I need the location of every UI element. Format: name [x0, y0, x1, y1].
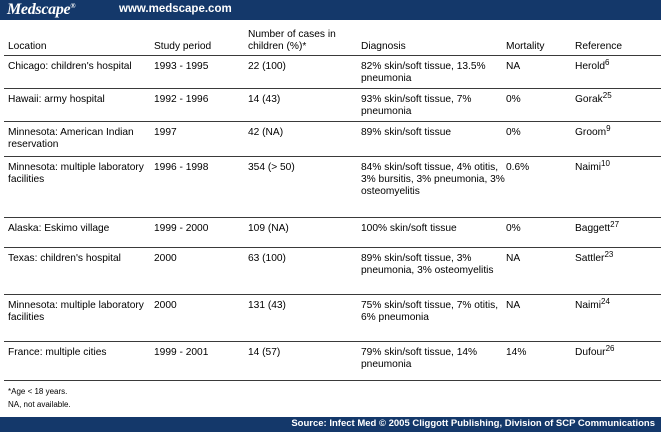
cell-study-period: 1999 - 2001	[154, 341, 248, 381]
reference-author: Dufour	[575, 347, 606, 358]
cell-cases: 131 (43)	[248, 294, 361, 342]
source-credit: Source: Infect Med © 2005 Cliggott Publi…	[291, 418, 655, 429]
logo-text: Medscape	[7, 1, 71, 18]
col-header-cases: Number of cases in children (%)*	[248, 24, 361, 56]
col-header-location: Location	[4, 24, 154, 56]
cell-mortality: 14%	[506, 341, 575, 381]
reference-number[interactable]: 23	[604, 250, 614, 259]
footnotes: *Age < 18 years. NA, not available.	[8, 385, 71, 411]
site-url-link[interactable]: www.medscape.com	[119, 3, 232, 15]
reference-number[interactable]: 24	[601, 297, 610, 306]
cell-cases: 22 (100)	[248, 55, 361, 89]
cell-location: Alaska: Eskimo village	[4, 217, 154, 248]
cell-cases: 42 (NA)	[248, 121, 361, 157]
cell-location: Chicago: children's hospital	[4, 55, 154, 89]
reference-author: Sattler	[575, 253, 605, 264]
cell-study-period: 1997	[154, 121, 248, 157]
cell-diagnosis: 84% skin/soft tissue, 4% otitis, 3% burs…	[361, 156, 506, 218]
cell-mortality: NA	[506, 55, 575, 89]
table-row: France: multiple cities 1999 - 2001 14 (57…	[4, 341, 661, 381]
footer-bar: Source: Infect Med © 2005 Cliggott Publi…	[0, 417, 661, 432]
footnote-na: NA, not available.	[8, 400, 71, 409]
cell-cases: 14 (43)	[248, 88, 361, 122]
reference-number[interactable]: 25	[602, 91, 612, 100]
cell-cases: 354 (> 50)	[248, 156, 361, 218]
cell-location: Hawaii: army hospital	[4, 88, 154, 122]
cell-reference: Dufour26	[575, 341, 661, 381]
cell-diagnosis: 75% skin/soft tissue, 7% otitis, 6% pneu…	[361, 294, 506, 342]
cell-study-period: 1999 - 2000	[154, 217, 248, 248]
table-header-row: Location Study period Number of cases in…	[4, 24, 661, 56]
cell-mortality: NA	[506, 294, 575, 342]
case-table: Location Study period Number of cases in…	[4, 24, 661, 381]
col-header-diagnosis: Diagnosis	[361, 24, 506, 56]
cell-cases: 63 (100)	[248, 247, 361, 295]
footnote-age: *Age < 18 years.	[8, 387, 68, 396]
cell-study-period: 2000	[154, 294, 248, 342]
cell-location: Texas: children's hospital	[4, 247, 154, 295]
cell-location: France: multiple cities	[4, 341, 154, 381]
medscape-logo[interactable]: Medscape®	[7, 1, 76, 19]
reference-number[interactable]: 10	[601, 159, 610, 168]
cell-reference: Herold6	[575, 55, 661, 89]
logo-mark: ®	[70, 2, 76, 10]
cell-diagnosis: 89% skin/soft tissue	[361, 121, 506, 157]
table-row: Minnesota: multiple laboratory facilitie…	[4, 156, 661, 218]
cell-location: Minnesota: multiple laboratory facilitie…	[4, 156, 154, 218]
cell-cases: 109 (NA)	[248, 217, 361, 248]
table-row: Alaska: Eskimo village 1999 - 2000 109 (NA…	[4, 217, 661, 248]
col-header-reference: Reference	[575, 24, 661, 56]
cell-mortality: 0%	[506, 217, 575, 248]
table-row: Chicago: children's hospital 1993 - 1995 2…	[4, 55, 661, 89]
reference-number[interactable]: 26	[605, 344, 615, 353]
reference-author: Gorak	[575, 94, 603, 105]
table-body: Chicago: children's hospital 1993 - 1995 2…	[4, 55, 661, 381]
cell-study-period: 1993 - 1995	[154, 55, 248, 89]
reference-author: Groom	[575, 127, 607, 138]
cell-mortality: 0%	[506, 88, 575, 122]
reference-author: Naimi	[575, 162, 602, 173]
table-container: Location Study period Number of cases in…	[0, 24, 661, 381]
cell-diagnosis: 93% skin/soft tissue, 7% pneumonia	[361, 88, 506, 122]
reference-number[interactable]: 6	[605, 58, 610, 67]
reference-author: Naimi	[575, 300, 602, 311]
reference-author: Herold	[575, 61, 606, 72]
reference-number[interactable]: 9	[606, 124, 611, 133]
cell-diagnosis: 100% skin/soft tissue	[361, 217, 506, 248]
header-bar: Medscape® www.medscape.com	[0, 0, 661, 20]
cell-study-period: 2000	[154, 247, 248, 295]
cell-diagnosis: 89% skin/soft tissue, 3% pneumonia, 3% o…	[361, 247, 506, 295]
table-row: Minnesota: American Indian reservation 19…	[4, 121, 661, 157]
table-row: Texas: children's hospital 2000 63 (100) 89…	[4, 247, 661, 295]
cell-reference: Naimi10	[575, 156, 661, 218]
cell-mortality: 0.6%	[506, 156, 575, 218]
col-header-study-period: Study period	[154, 24, 248, 56]
cell-location: Minnesota: American Indian reservation	[4, 121, 154, 157]
cell-mortality: NA	[506, 247, 575, 295]
cell-diagnosis: 79% skin/soft tissue, 14% pneumonia	[361, 341, 506, 381]
col-header-mortality: Mortality	[506, 24, 575, 56]
cell-location: Minnesota: multiple laboratory facilitie…	[4, 294, 154, 342]
cell-cases: 14 (57)	[248, 341, 361, 381]
cell-mortality: 0%	[506, 121, 575, 157]
cell-reference: Sattler23	[575, 247, 661, 295]
cell-reference: Baggett27	[575, 217, 661, 248]
reference-author: Baggett	[575, 223, 611, 234]
cell-diagnosis: 82% skin/soft tissue, 13.5% pneumonia	[361, 55, 506, 89]
cell-study-period: 1996 - 1998	[154, 156, 248, 218]
cell-reference: Gorak25	[575, 88, 661, 122]
table-row: Hawaii: army hospital 1992 - 1996 14 (43) 9…	[4, 88, 661, 122]
cell-reference: Groom9	[575, 121, 661, 157]
cell-study-period: 1992 - 1996	[154, 88, 248, 122]
cell-reference: Naimi24	[575, 294, 661, 342]
reference-number[interactable]: 27	[610, 220, 620, 229]
table-row: Minnesota: multiple laboratory facilitie…	[4, 294, 661, 342]
